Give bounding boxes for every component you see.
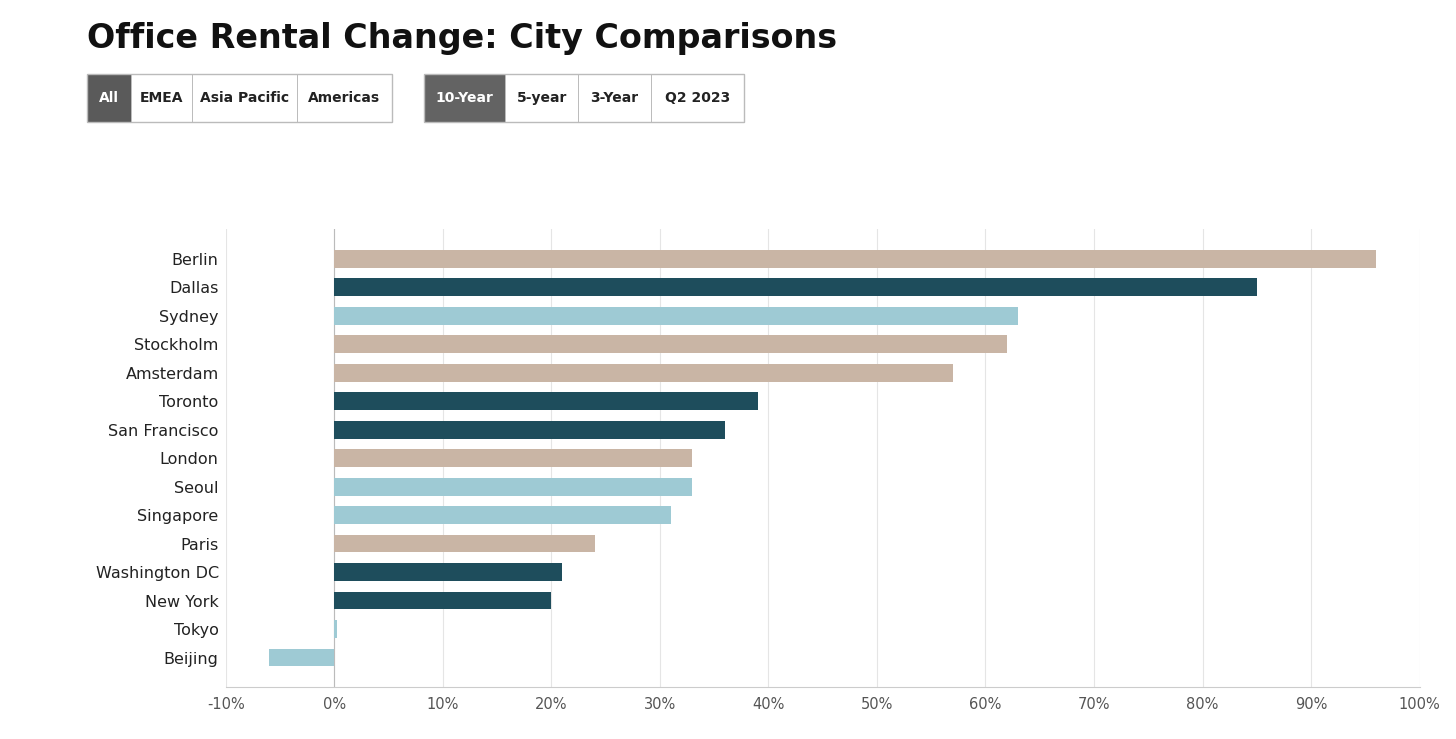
Bar bbox=[335, 279, 1257, 296]
Bar bbox=[335, 620, 338, 638]
Text: All: All bbox=[99, 91, 119, 105]
Text: 5-year: 5-year bbox=[517, 91, 566, 105]
Bar bbox=[335, 307, 1018, 324]
Bar bbox=[335, 420, 725, 438]
Bar bbox=[335, 449, 693, 467]
Bar bbox=[335, 250, 1376, 268]
Text: 3-Year: 3-Year bbox=[590, 91, 639, 105]
Text: Office Rental Change: City Comparisons: Office Rental Change: City Comparisons bbox=[87, 22, 837, 55]
Bar bbox=[335, 392, 757, 410]
Bar bbox=[335, 478, 693, 496]
Text: EMEA: EMEA bbox=[140, 91, 183, 105]
Bar bbox=[335, 364, 952, 381]
Bar bbox=[269, 649, 335, 667]
Text: Q2 2023: Q2 2023 bbox=[665, 91, 729, 105]
Bar bbox=[335, 535, 594, 553]
Text: 10-Year: 10-Year bbox=[435, 91, 494, 105]
Text: Americas: Americas bbox=[309, 91, 380, 105]
Text: Asia Pacific: Asia Pacific bbox=[199, 91, 290, 105]
Bar bbox=[335, 506, 671, 524]
Bar bbox=[335, 563, 562, 581]
Bar bbox=[335, 592, 552, 610]
Bar bbox=[335, 336, 1008, 353]
